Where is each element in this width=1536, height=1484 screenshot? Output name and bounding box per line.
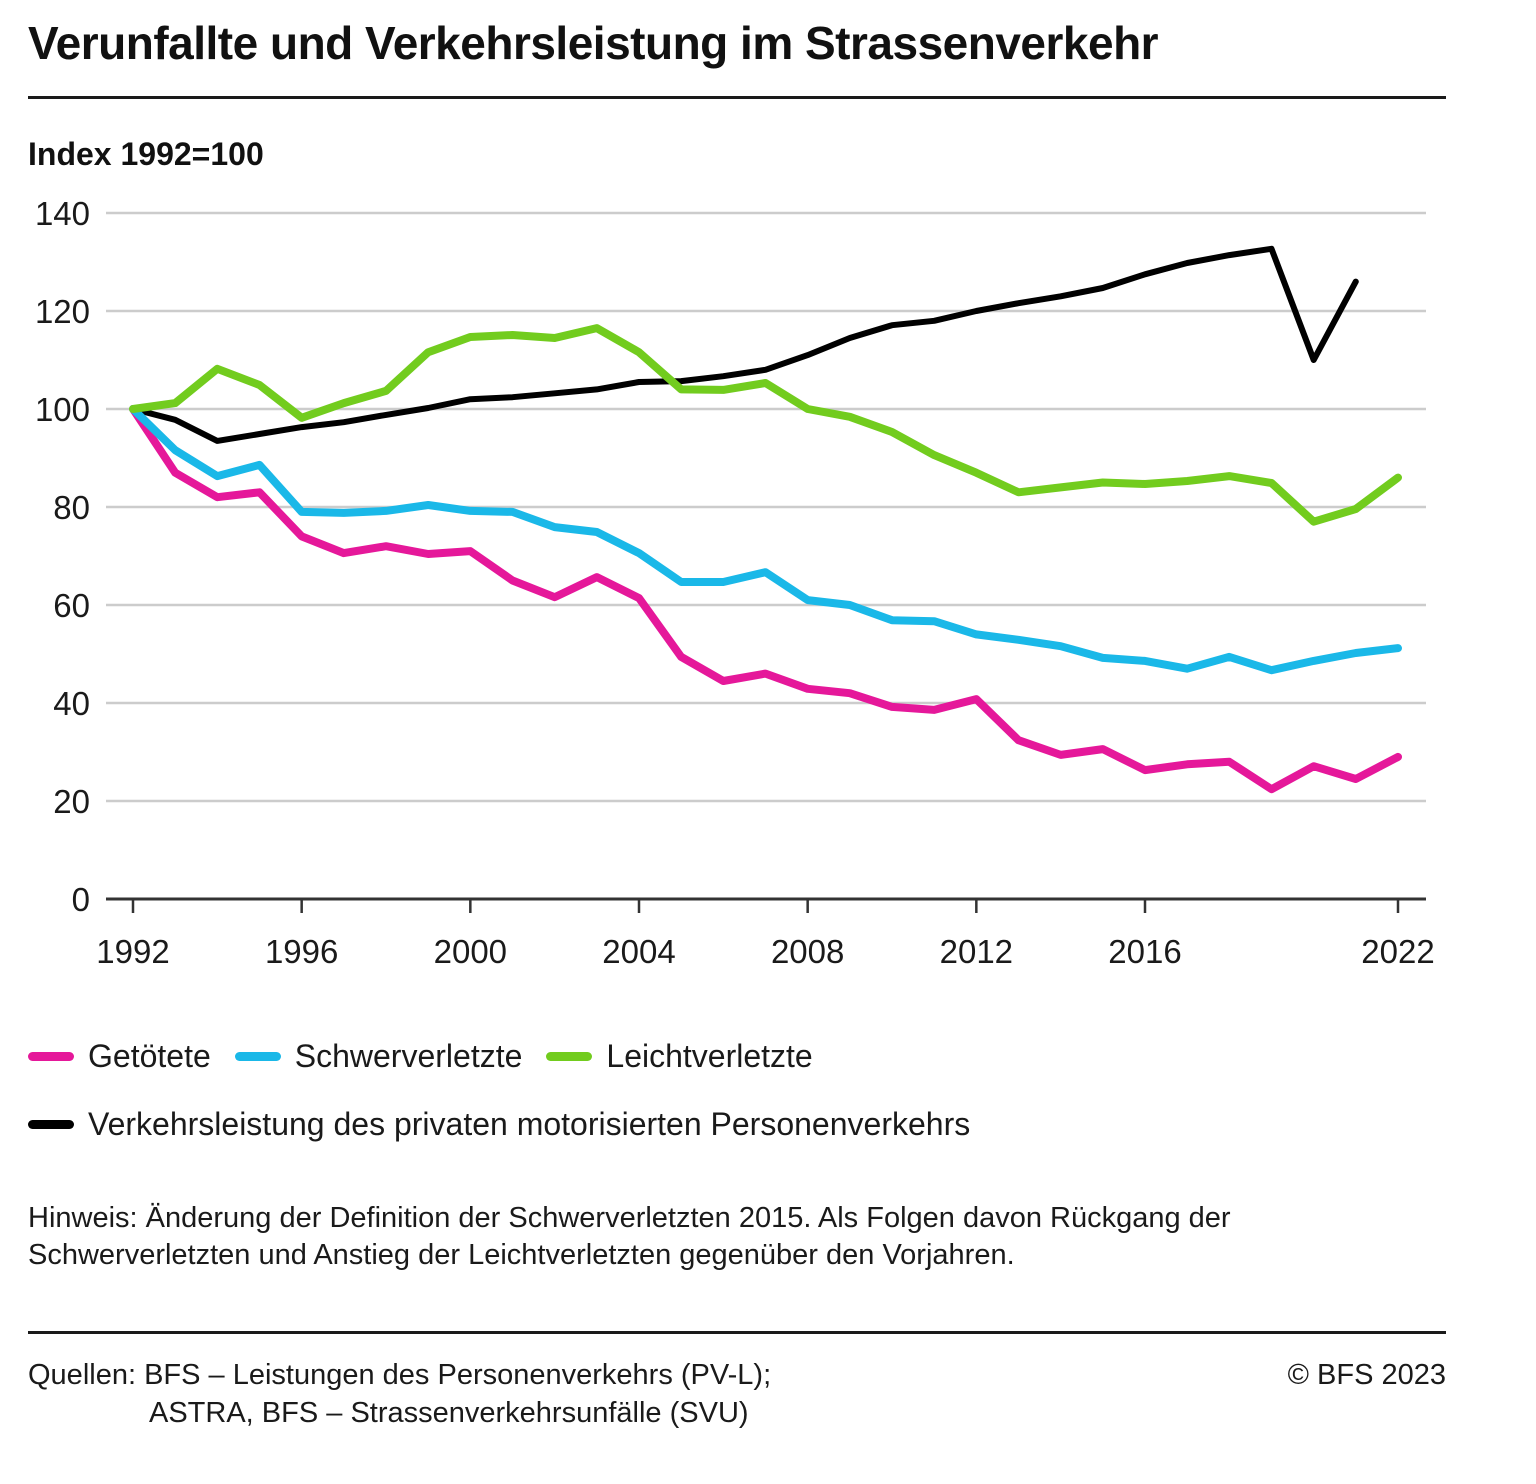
- copyright: © BFS 2023: [1287, 1359, 1446, 1391]
- line-chart: 0 20 40 60 80 100 120 140 1992 1996 2000 2004 2008 2…: [35, 195, 1435, 970]
- sources-line-2: ASTRA, BFS – Strassenverkehrsunfälle (SV…: [149, 1397, 749, 1429]
- sources: Quellen: BFS – Leistungen des Personenve…: [28, 1356, 771, 1432]
- legend-swatch-leichtverletzte: [546, 1052, 593, 1061]
- x-tick-label: 2016: [1108, 933, 1181, 970]
- y-tick-label: 20: [53, 783, 90, 820]
- legend-label: Schwerverletzte: [294, 1038, 523, 1074]
- legend-item-getoetete: Getötete: [28, 1038, 211, 1075]
- legend-label: Leichtverletzte: [606, 1038, 813, 1074]
- x-tick-label: 1992: [96, 933, 169, 970]
- legend-item-verkehrsleistung: Verkehrsleistung des privaten motorisier…: [28, 1106, 970, 1143]
- series-line-schwerverletzte: [129, 405, 1402, 675]
- x-tick-label: 2000: [434, 933, 507, 970]
- y-axis-label: Index 1992=100: [28, 136, 264, 172]
- x-tick-label: 2008: [771, 933, 844, 970]
- legend-row-2: Verkehrsleistung des privaten motorisier…: [28, 1106, 994, 1143]
- y-tick-label: 80: [53, 489, 90, 526]
- sources-line-1: Quellen: BFS – Leistungen des Personenve…: [28, 1359, 772, 1391]
- x-tick-label: 2012: [940, 933, 1013, 970]
- chart-title: Verunfallte und Verkehrsleistung im Stra…: [28, 17, 1159, 69]
- series-line-leichtverletzte: [129, 324, 1402, 526]
- title-divider: [28, 96, 1446, 99]
- series-line-gettete: [129, 405, 1402, 794]
- y-tick-label: 140: [35, 195, 90, 232]
- y-tick-label: 100: [35, 391, 90, 428]
- legend-swatch-verkehrsleistung: [28, 1120, 74, 1129]
- x-axis: 1992 1996 2000 2004 2008 2012 2016 2022: [96, 897, 1435, 970]
- legend-swatch-getoetete: [28, 1052, 74, 1061]
- legend-item-leichtverletzte: Leichtverletzte: [546, 1038, 813, 1075]
- y-tick-label: 60: [53, 587, 90, 624]
- x-tick-label: 2022: [1361, 933, 1434, 970]
- series-lines: [129, 245, 1402, 794]
- legend-swatch-schwerverletzte: [234, 1052, 281, 1061]
- y-tick-label: 120: [35, 293, 90, 330]
- x-tick-label: 1996: [265, 933, 338, 970]
- gridlines: [106, 211, 1426, 803]
- legend-label: Getötete: [88, 1038, 211, 1074]
- footnote: Hinweis: Änderung der Definition der Sch…: [28, 1202, 1231, 1271]
- legend-item-schwerverletzte: Schwerverletzte: [234, 1038, 523, 1075]
- y-tick-label: 40: [53, 685, 90, 722]
- legend-label: Verkehrsleistung des privaten motorisier…: [88, 1106, 971, 1142]
- x-tick-label: 2004: [602, 933, 675, 970]
- series-line-verkehrsleistung: [130, 245, 1359, 444]
- y-axis-ticks: 0 20 40 60 80 100 120 140: [35, 195, 90, 918]
- footer-divider: [28, 1331, 1446, 1334]
- legend-row-1: Getötete Schwerverletzte Leichtverletzte: [28, 1038, 837, 1075]
- y-tick-label: 0: [72, 881, 90, 918]
